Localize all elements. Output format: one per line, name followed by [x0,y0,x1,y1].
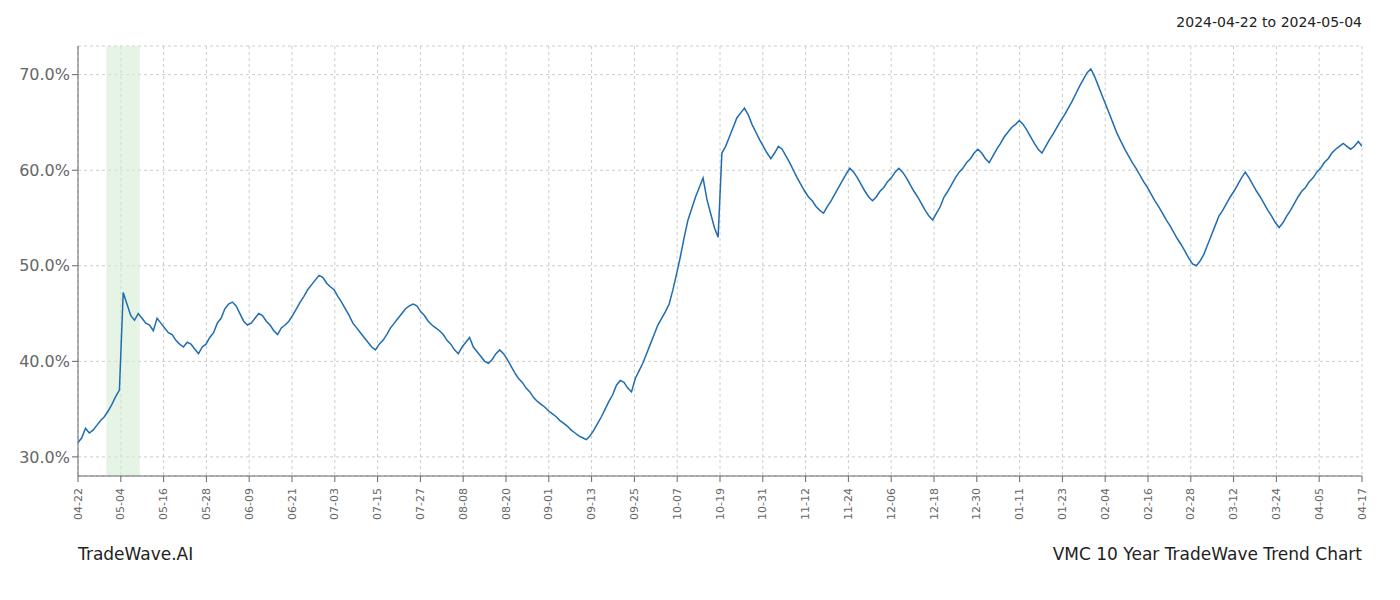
svg-text:06-09: 06-09 [243,488,256,520]
svg-text:08-08: 08-08 [457,488,470,520]
svg-text:07-03: 07-03 [328,488,341,520]
svg-text:11-12: 11-12 [799,488,812,520]
svg-text:10-19: 10-19 [714,488,727,520]
svg-text:70.0%: 70.0% [19,65,70,84]
svg-text:12-30: 12-30 [970,488,983,520]
svg-text:01-11: 01-11 [1013,488,1026,520]
svg-text:07-27: 07-27 [414,488,427,520]
svg-text:01-23: 01-23 [1056,488,1069,520]
svg-text:05-28: 05-28 [200,488,213,520]
svg-text:11-24: 11-24 [842,488,855,520]
svg-text:04-05: 04-05 [1313,488,1326,520]
svg-text:10-31: 10-31 [756,488,769,520]
html-text:TradeWave.AI: TradeWave.AI [78,544,194,564]
svg-text:03-12: 03-12 [1227,488,1240,520]
svg-text:05-16: 05-16 [157,488,170,520]
svg-text:02-28: 02-28 [1184,488,1197,520]
svg-text:50.0%: 50.0% [19,256,70,275]
svg-text:02-04: 02-04 [1099,488,1112,520]
svg-text:03-24: 03-24 [1270,488,1283,520]
svg-text:40.0%: 40.0% [19,352,70,371]
svg-text:09-25: 09-25 [628,488,641,520]
html-text:VMC 10 Year TradeWave Trend Ch: VMC 10 Year TradeWave Trend Chart [1052,544,1362,564]
svg-text:09-01: 09-01 [542,488,555,520]
svg-text:12-06: 12-06 [885,488,898,520]
svg-text:02-16: 02-16 [1142,488,1155,520]
svg-text:08-20: 08-20 [500,488,513,520]
svg-text:12-18: 12-18 [928,488,941,520]
svg-text:04-17: 04-17 [1356,488,1369,520]
svg-text:07-15: 07-15 [371,488,384,520]
svg-text:04-22: 04-22 [72,488,85,520]
html-text:2024-04-22 to 2024-05-04: 2024-04-22 to 2024-05-04 [1176,14,1362,30]
svg-text:60.0%: 60.0% [19,161,70,180]
svg-text:05-04: 05-04 [114,488,127,520]
svg-text:09-13: 09-13 [585,488,598,520]
svg-text:10-07: 10-07 [671,488,684,520]
svg-text:30.0%: 30.0% [19,448,70,467]
svg-text:06-21: 06-21 [286,488,299,520]
